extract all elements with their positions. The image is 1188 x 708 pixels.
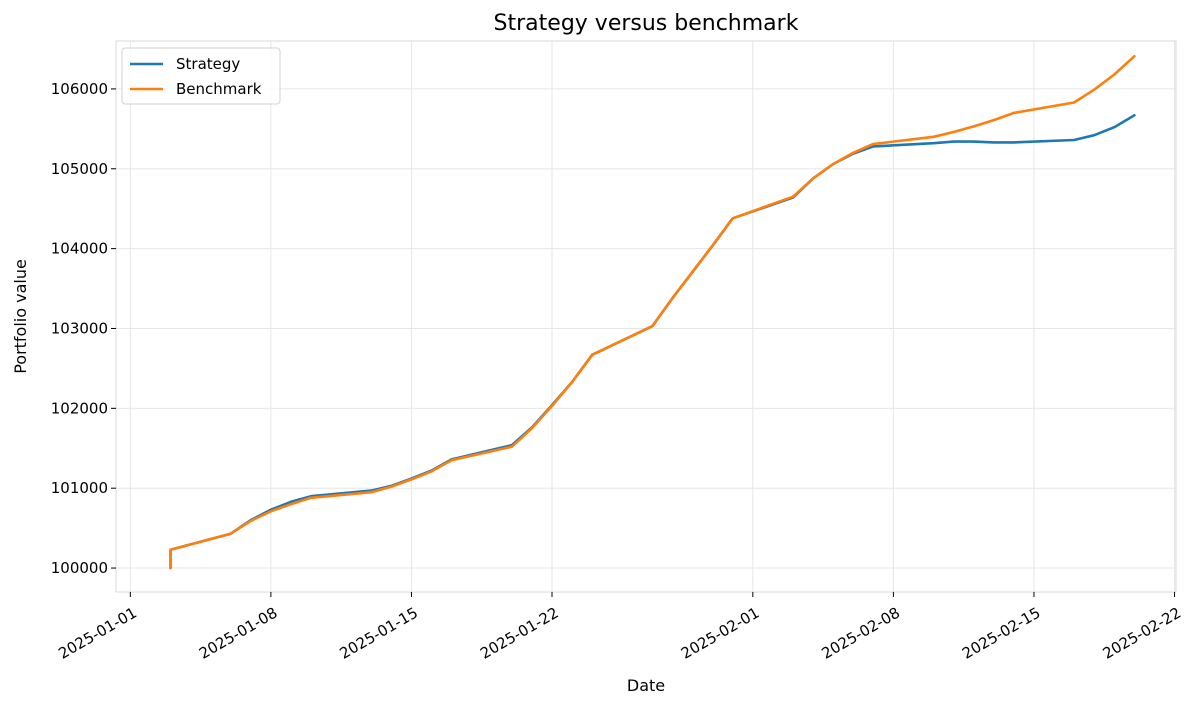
x-tick-label: 2025-02-08	[818, 604, 903, 663]
y-tick-label: 106000	[51, 80, 108, 98]
legend-label-strategy: Strategy	[176, 55, 240, 73]
y-tick-label: 103000	[51, 319, 108, 337]
x-tick-label: 2025-01-08	[196, 604, 281, 663]
series-line-strategy	[169, 114, 1136, 570]
x-tick-label: 2025-01-01	[55, 604, 140, 663]
y-tick-label: 101000	[51, 479, 108, 497]
x-tick-label: 2025-02-22	[1100, 604, 1185, 663]
x-tick-label: 2025-01-22	[477, 604, 562, 663]
x-tick-label: 2025-01-15	[337, 604, 422, 663]
x-axis-label: Date	[627, 676, 665, 695]
legend-label-benchmark: Benchmark	[176, 80, 262, 98]
plot-frame	[115, 40, 1177, 593]
y-axis-label: Portfolio value	[11, 259, 30, 374]
y-tick-label: 104000	[51, 240, 108, 258]
series-lines	[169, 54, 1136, 570]
y-tick-label: 105000	[51, 160, 108, 178]
y-tick-label: 100000	[51, 559, 108, 577]
grid	[116, 41, 1176, 592]
y-axis: 100000 101000 102000 103000 104000 105000 1060…	[51, 80, 116, 577]
x-tick-label: 2025-02-01	[678, 604, 763, 663]
x-axis: 2025-01-01 2025-01-08 2025-01-15 2025-01-22…	[55, 592, 1184, 663]
legend: Strategy Benchmark	[121, 47, 281, 105]
series-line-benchmark	[169, 54, 1136, 570]
chart-title: Strategy versus benchmark	[494, 11, 799, 36]
x-tick-label: 2025-02-15	[959, 604, 1044, 663]
y-tick-label: 102000	[51, 399, 108, 417]
